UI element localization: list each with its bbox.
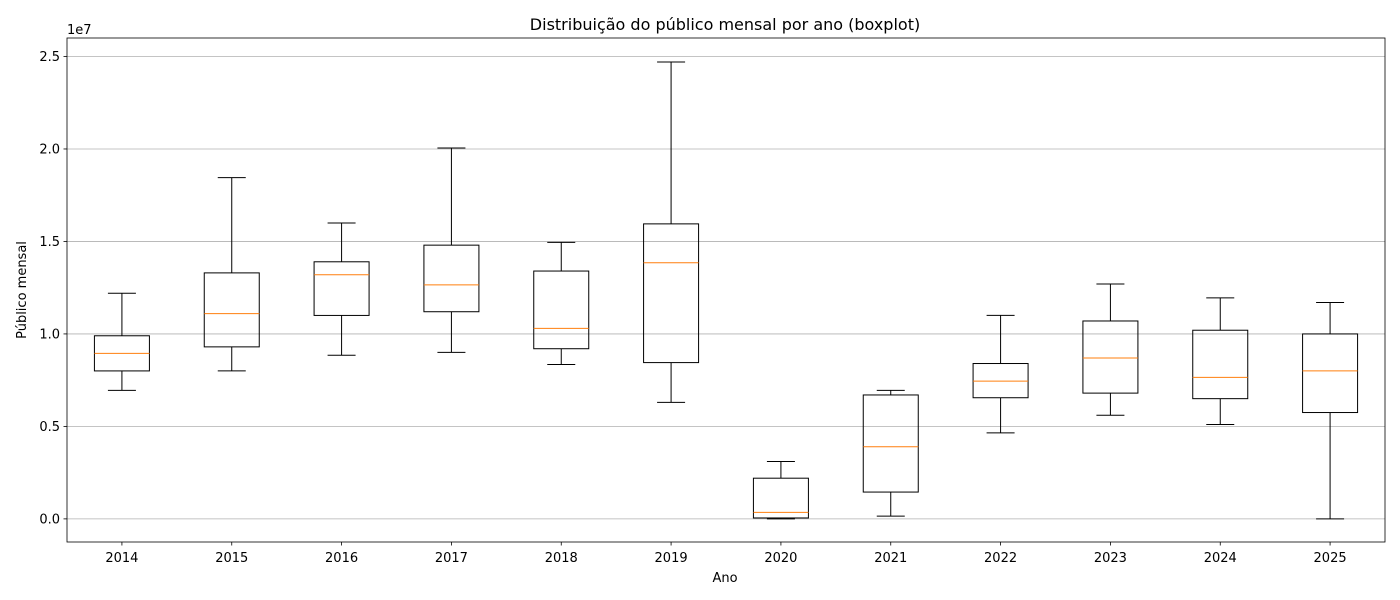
- y-tick-label: 0.5: [39, 420, 60, 435]
- y-tick-label: 1.0: [39, 327, 60, 342]
- x-tick-label: 2024: [1204, 551, 1237, 566]
- box-2016: [313, 222, 370, 356]
- axes-group: 0.0 0.5 1.0 1.5 2.0 2.5 2014 2015 2016 2017 2018 20…: [39, 37, 1386, 566]
- y-tick-label: 2.5: [39, 50, 60, 65]
- box-2021: [862, 389, 919, 517]
- boxes-group: [93, 61, 1359, 520]
- y-axis-label: Público mensal: [15, 241, 30, 339]
- y-axis-multiplier: 1e7: [67, 23, 92, 38]
- x-tick-label: 2019: [655, 551, 688, 566]
- iqr-box: [313, 261, 370, 316]
- box-2020: [752, 461, 809, 520]
- box-2023: [1082, 283, 1139, 416]
- iqr-box: [423, 244, 480, 313]
- x-tick-label: 2025: [1314, 551, 1347, 566]
- x-tick-label: 2021: [874, 551, 907, 566]
- x-tick-label: 2022: [984, 551, 1017, 566]
- chart-title: Distribuição do público mensal por ano (…: [530, 15, 920, 34]
- x-tick-label: 2016: [325, 551, 358, 566]
- iqr-box: [203, 272, 260, 348]
- x-tick-label: 2015: [215, 551, 248, 566]
- iqr-box: [643, 223, 700, 364]
- x-tick-label: 2023: [1094, 551, 1127, 566]
- x-tick-label: 2014: [105, 551, 138, 566]
- box-2024: [1192, 297, 1249, 426]
- box-2018: [533, 241, 590, 365]
- x-tick-label: 2018: [545, 551, 578, 566]
- box-2019: [643, 61, 700, 403]
- gridlines: [67, 56, 1385, 520]
- x-axis-label: Ano: [712, 571, 737, 586]
- box-2014: [93, 292, 150, 391]
- iqr-box: [1082, 320, 1139, 394]
- plot-frame: [66, 37, 1386, 543]
- iqr-box: [752, 477, 809, 519]
- iqr-box: [533, 270, 590, 350]
- y-tick-label: 1.5: [39, 235, 60, 250]
- y-tick-label: 0.0: [39, 512, 60, 527]
- x-tick-label: 2020: [764, 551, 797, 566]
- y-tick-label: 2.0: [39, 142, 60, 157]
- box-2017: [423, 147, 480, 353]
- box-2025: [1302, 301, 1359, 520]
- box-2015: [203, 177, 260, 372]
- iqr-box: [862, 394, 919, 493]
- iqr-box: [1192, 329, 1249, 400]
- box-2022: [972, 314, 1029, 434]
- x-tick-label: 2017: [435, 551, 468, 566]
- iqr-box: [1302, 333, 1359, 414]
